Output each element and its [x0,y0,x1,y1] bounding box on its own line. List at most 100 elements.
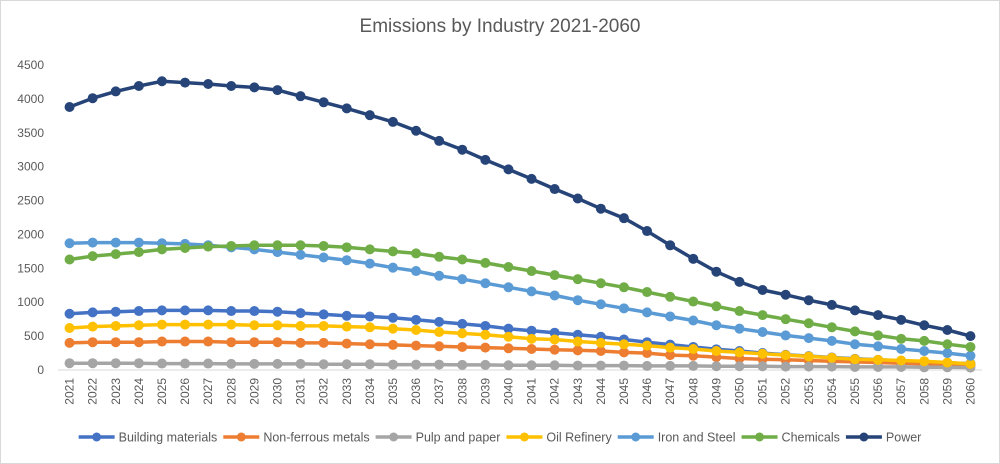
data-point [295,320,306,331]
data-point [64,308,75,319]
data-point [180,243,191,253]
data-point [387,339,398,350]
data-point [156,305,167,316]
data-point [873,341,884,352]
data-point [341,242,352,253]
legend-item[interactable]: Non-ferrous metals [223,431,370,445]
x-tick-label: 2037 [432,378,446,405]
data-point [203,336,214,347]
data-point [526,325,537,336]
data-point [757,361,768,372]
data-point [711,361,722,372]
x-tick-label: 2031 [294,378,308,405]
data-point [249,320,260,331]
data-point [457,359,468,370]
data-point [618,282,629,293]
data-point [549,344,560,355]
data-point [457,341,468,352]
data-point [572,360,583,371]
legend-label: Chemicals [782,431,840,445]
data-point [711,301,722,312]
data-point [64,322,75,333]
y-tick-label: 3500 [17,126,44,140]
data-point [180,336,191,347]
data-point [549,360,560,371]
data-point [457,328,468,339]
data-point [318,309,329,320]
data-point [849,305,860,316]
data-point [133,320,144,331]
data-point [64,102,75,113]
data-point [387,262,398,273]
legend-item[interactable]: Iron and Steel [617,431,736,445]
legend-item[interactable]: Oil Refinery [506,431,612,445]
data-point [803,351,814,362]
data-point [411,325,422,336]
legend-item[interactable]: Building materials [78,431,218,445]
y-tick-label: 1000 [17,295,44,309]
y-tick-label: 500 [24,329,44,343]
data-point [110,320,121,331]
legend-item[interactable]: Chemicals [741,431,840,445]
y-tick-label: 4000 [17,92,44,106]
data-point [849,361,860,372]
data-point [341,359,352,370]
data-point [873,361,884,372]
data-point [826,361,837,372]
data-point [411,266,422,277]
data-point [549,290,560,301]
data-point [896,343,907,354]
data-point [688,253,699,264]
data-point [434,341,445,352]
data-point [665,360,676,371]
x-tick-label: 2055 [848,378,862,405]
data-point [249,337,260,348]
data-point [64,254,75,265]
data-point [226,81,237,92]
legend-item[interactable]: Pulp and paper [375,431,501,445]
data-point [156,358,167,369]
x-tick-label: 2048 [686,378,700,405]
y-tick-label: 4500 [17,58,44,72]
data-point [526,343,537,354]
y-axis: 0 500 1000 1500 2000 2500 3000 3500 4000 4500 [17,58,44,377]
data-point [826,335,837,346]
data-point [849,354,860,365]
data-point [434,316,445,327]
data-point [133,358,144,369]
data-point [734,347,745,358]
x-tick-label: 2053 [802,378,816,405]
series-chemicals [64,240,976,352]
data-point [387,246,398,257]
data-point [942,348,953,359]
data-point [87,93,98,104]
legend-item[interactable]: Power [845,431,921,445]
y-tick-label: 2000 [17,227,44,241]
data-point [341,310,352,321]
data-point [503,360,514,371]
data-point [549,184,560,195]
x-tick-label: 2034 [363,378,377,405]
data-point [387,312,398,323]
data-point [965,350,976,361]
data-point [965,341,976,352]
data-point [780,289,791,300]
series-line [67,322,973,366]
x-tick-label: 2046 [640,378,654,405]
data-point [318,320,329,331]
data-point [156,244,167,255]
data-point [411,125,422,136]
data-point [873,330,884,341]
data-point [595,337,606,348]
data-point [480,278,491,289]
legend-label: Oil Refinery [546,431,612,445]
data-point [503,343,514,354]
data-point [180,305,191,316]
data-point [757,327,768,338]
data-point [919,356,930,367]
data-point [526,266,537,277]
data-point [503,261,514,272]
data-point [272,306,283,317]
data-point [665,350,676,361]
data-point [642,340,653,351]
